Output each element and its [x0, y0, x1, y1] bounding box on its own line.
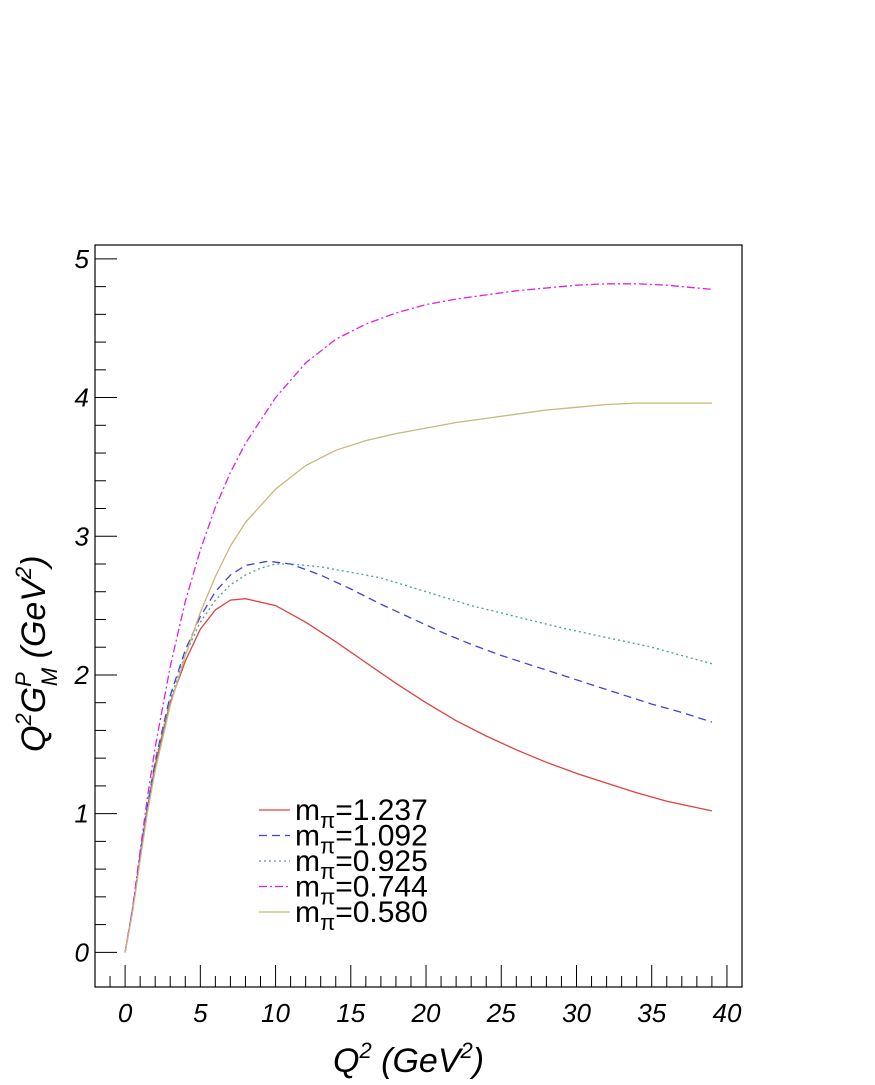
series-line-1.092 [124, 560, 713, 953]
series-line-0.580 [124, 402, 712, 953]
series-line-1.237 [124, 598, 713, 953]
y-axis-title: Q2GPM (GeV2) [11, 555, 62, 752]
x-tick-label: 25 [486, 998, 516, 1028]
x-axis-title: Q2 (GeV2) [333, 1038, 484, 1080]
x-axis-ticks [109, 965, 728, 987]
y-tick-label: 1 [75, 799, 89, 829]
y-tick-label: 2 [74, 660, 90, 690]
legend-label: mπ=0.580 [295, 896, 428, 935]
y-tick-label: 3 [75, 521, 90, 551]
x-tick-label: 35 [637, 998, 666, 1028]
x-tick-label: 5 [193, 998, 208, 1028]
y-tick-label: 4 [75, 383, 89, 413]
plot-frame [94, 244, 743, 988]
x-tick-label: 30 [562, 998, 591, 1028]
x-axis-tick-labels: 0 5 10 15 20 25 30 35 40 [118, 998, 742, 1028]
y-tick-label: 0 [75, 937, 90, 967]
y-axis-tick-labels: 0 1 2 3 4 5 [74, 244, 90, 967]
legend-label: mπ=0.925 [295, 845, 428, 884]
legend-label: mπ=1.092 [295, 820, 428, 859]
x-tick-label: 0 [118, 998, 133, 1028]
x-tick-label: 15 [336, 998, 365, 1028]
y-axis-ticks [95, 258, 117, 953]
series-line-0.744 [124, 283, 712, 953]
y-tick-label: 5 [75, 244, 90, 274]
legend-label: mπ=0.744 [295, 871, 428, 910]
x-tick-label: 20 [411, 998, 441, 1028]
series-lines [124, 283, 713, 953]
x-tick-label: 10 [261, 998, 290, 1028]
legend-label: mπ=1.237 [295, 794, 428, 833]
x-tick-label: 40 [712, 998, 741, 1028]
